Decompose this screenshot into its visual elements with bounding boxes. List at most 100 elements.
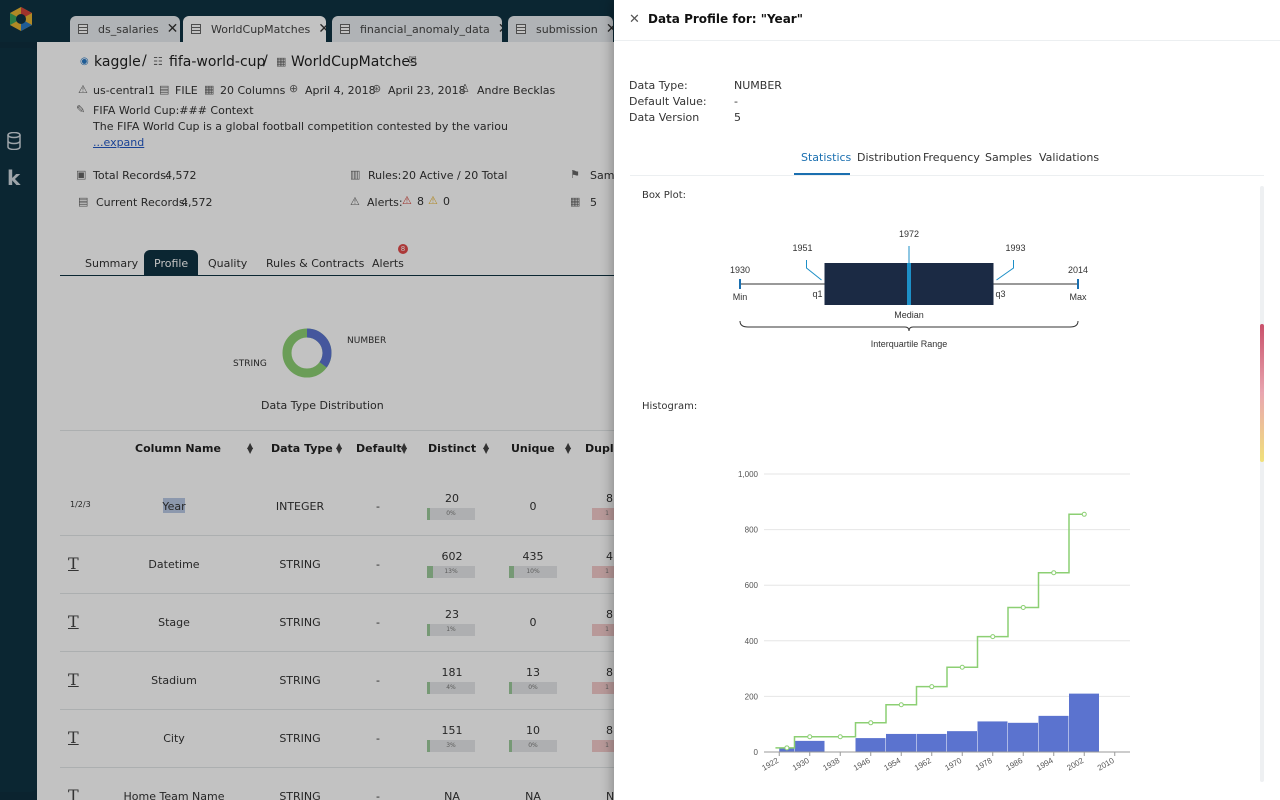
meta-columns: 20 Columns bbox=[220, 84, 286, 97]
tab-close-icon[interactable]: ✕ bbox=[605, 21, 613, 37]
app-logo-icon bbox=[10, 7, 32, 31]
histogram-bar bbox=[886, 733, 916, 752]
tab-submission[interactable]: submission ✕ bbox=[508, 16, 613, 42]
progress-fill bbox=[427, 508, 430, 520]
alerts-label: Alerts: bbox=[367, 196, 403, 209]
sort-icon[interactable]: ▲ ▼ bbox=[336, 441, 343, 455]
cumulative-point bbox=[784, 745, 790, 751]
distinct-progress-bar: 13% bbox=[427, 566, 475, 578]
panel-divider bbox=[614, 40, 1280, 41]
cumulative-point bbox=[959, 664, 965, 670]
progress-label: 1 bbox=[605, 684, 609, 691]
column-name-cell[interactable]: Datetime bbox=[148, 558, 200, 571]
database-icon[interactable] bbox=[7, 131, 21, 154]
tab-label: ds_salaries bbox=[98, 22, 159, 36]
col-header-dupli[interactable]: Dupli bbox=[585, 442, 618, 455]
histogram-bar bbox=[1038, 715, 1069, 752]
median-value-label: 1972 bbox=[899, 229, 919, 239]
expand-link[interactable]: ...expand bbox=[93, 136, 145, 149]
table-row[interactable] bbox=[60, 536, 614, 594]
alerts-yellow-count: 0 bbox=[443, 195, 450, 208]
histogram-bar bbox=[1069, 693, 1099, 752]
data-type-cell: STRING bbox=[279, 616, 321, 629]
stats-tab-frequency[interactable]: Frequency bbox=[923, 151, 980, 164]
table-row[interactable] bbox=[60, 594, 614, 652]
progress-label: 1 bbox=[605, 568, 609, 575]
stats-tab-statistics[interactable]: Statistics bbox=[801, 151, 852, 164]
col-header-column-name[interactable]: Column Name bbox=[135, 442, 221, 455]
tab-worldcupmatches[interactable]: WorldCupMatches ✕ bbox=[183, 16, 326, 42]
col-header-default[interactable]: Default bbox=[356, 442, 402, 455]
sort-icon[interactable]: ▲ ▼ bbox=[401, 441, 408, 455]
distinct-cell: 20 bbox=[445, 492, 459, 505]
close-icon[interactable]: ✕ bbox=[629, 12, 640, 27]
duplicate-cell: 8 bbox=[606, 724, 613, 737]
stats-tab-validations[interactable]: Validations bbox=[1039, 151, 1100, 164]
stats-tab-distribution[interactable]: Distribution bbox=[857, 151, 922, 164]
string-type-icon: T bbox=[68, 670, 79, 689]
column-name-cell[interactable]: City bbox=[163, 732, 185, 745]
bookmark-icon[interactable]: ⌑ bbox=[409, 53, 417, 69]
total-records-value: 4,572 bbox=[165, 169, 197, 182]
x-tick-label: 1922 bbox=[760, 756, 780, 773]
duplicate-cell: 8 bbox=[606, 666, 613, 679]
sort-icon[interactable]: ▲ ▼ bbox=[483, 441, 490, 455]
distinct-cell: NA bbox=[444, 790, 460, 800]
tab-ds-salaries[interactable]: ds_salaries ✕ bbox=[70, 16, 180, 42]
distinct-cell: 151 bbox=[441, 724, 463, 737]
dataset-title: WorldCupMatches bbox=[291, 54, 418, 70]
unique-cell: 10 bbox=[526, 724, 540, 737]
tab-close-icon[interactable]: ✕ bbox=[166, 21, 179, 37]
meta-type: FILE bbox=[175, 84, 198, 97]
table-row[interactable] bbox=[60, 710, 614, 768]
column-name-cell[interactable]: Stadium bbox=[151, 674, 197, 687]
column-name-cell[interactable]: Year bbox=[162, 500, 186, 513]
stats-tab-underline bbox=[794, 173, 850, 175]
total-records-label: Total Records: bbox=[93, 169, 170, 182]
col-header-distinct[interactable]: Distinct bbox=[428, 442, 477, 455]
tab-summary[interactable]: Summary bbox=[85, 256, 139, 270]
column-name-cell[interactable]: Home Team Name bbox=[123, 790, 225, 800]
project-icon: ☷ bbox=[153, 55, 163, 68]
table-row[interactable] bbox=[60, 478, 614, 536]
tab-financial-anomaly-data[interactable]: financial_anomaly_data ✕ bbox=[332, 16, 502, 42]
tab-rules-contracts[interactable]: Rules & Contracts bbox=[266, 256, 365, 270]
tab-profile[interactable]: Profile bbox=[144, 250, 199, 276]
cumulative-point bbox=[1051, 570, 1057, 576]
progress-label: 0% bbox=[528, 742, 538, 749]
created-icon: ⊕ bbox=[289, 82, 299, 95]
x-tick-label: 1946 bbox=[852, 756, 872, 773]
panel-scrollbar[interactable] bbox=[1260, 186, 1264, 782]
sort-icon[interactable]: ▲ ▼ bbox=[247, 441, 254, 455]
panel-scrollbar-thumb[interactable] bbox=[1260, 324, 1264, 462]
progress-fill bbox=[509, 566, 514, 578]
y-tick-label: 400 bbox=[745, 637, 759, 646]
y-tick-label: 200 bbox=[745, 692, 759, 701]
tab-quality[interactable]: Quality bbox=[208, 256, 248, 270]
tab-close-icon[interactable]: ✕ bbox=[498, 21, 502, 37]
breadcrumb-source[interactable]: kaggle bbox=[94, 54, 141, 70]
col-header-unique[interactable]: Unique bbox=[511, 442, 555, 455]
stats-tab-samples[interactable]: Samples bbox=[985, 151, 1032, 164]
data-type-cell: STRING bbox=[279, 732, 321, 745]
tab-close-icon[interactable]: ✕ bbox=[318, 21, 326, 37]
cumulative-point bbox=[990, 634, 996, 640]
table-icon bbox=[191, 24, 201, 34]
number-type-icon: 1/2/3 bbox=[70, 500, 91, 509]
tab-label: submission bbox=[536, 22, 598, 36]
col-header-data-type[interactable]: Data Type bbox=[271, 442, 333, 455]
tab-alerts[interactable]: Alerts bbox=[372, 256, 404, 270]
kaggle-k-icon[interactable]: k bbox=[7, 166, 21, 190]
breadcrumb-project[interactable]: fifa-world-cup bbox=[169, 54, 266, 70]
sort-icon[interactable]: ▲ ▼ bbox=[565, 441, 572, 455]
highlight bbox=[163, 498, 185, 513]
meta-region: us-central1 bbox=[93, 84, 156, 97]
file-icon: ▤ bbox=[159, 83, 170, 96]
histogram-bar bbox=[977, 721, 1008, 752]
box-plot-label: Box Plot: bbox=[642, 190, 686, 201]
table-row[interactable] bbox=[60, 652, 614, 710]
histogram-chart: 0 200 400 600 800 1,000 1922 1930 1938 1946 1954 19… bbox=[738, 470, 1130, 773]
default-value: - bbox=[734, 95, 738, 108]
column-name-cell[interactable]: Stage bbox=[158, 616, 190, 629]
x-tick-label: 1986 bbox=[1004, 756, 1024, 773]
